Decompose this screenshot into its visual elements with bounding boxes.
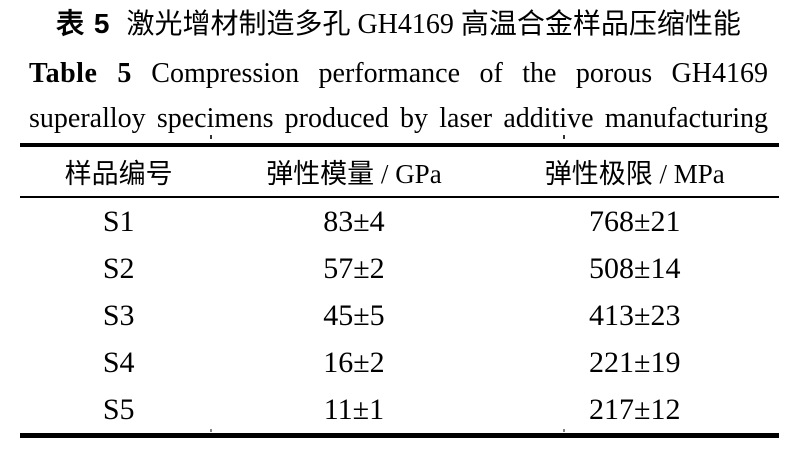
table-row: S4 16±2 221±19	[20, 339, 779, 386]
table-row: S5 11±1 217±12	[20, 386, 779, 436]
column-header-elastic-limit: 弹性极限 / MPa	[490, 145, 779, 198]
caption-en-label: Table 5	[29, 58, 132, 89]
table-row: S1 83±4 768±21	[20, 197, 779, 245]
caption-en-line1: Table 5 Compression performance of the p…	[29, 51, 768, 96]
cell-elastic-limit: 221±19	[589, 345, 681, 379]
scan-artifact-tick	[562, 429, 565, 432]
table-row: S2 57±2 508±14	[20, 245, 779, 292]
caption-en-line2-text: superalloy specimens produced by laser a…	[29, 103, 768, 134]
cell-elastic-modulus: 16±2	[323, 345, 385, 379]
cell-elastic-modulus: 83±4	[323, 204, 385, 238]
table-body: S1 83±4 768±21 S2 57±2 508±14 S3 45±5 41…	[20, 197, 779, 436]
scan-artifact-tick	[562, 135, 565, 139]
cell-sample-id: S5	[102, 392, 135, 426]
compression-performance-table: 样品编号 弹性模量 / GPa 弹性极限 / MPa S1 83±4 768±2…	[20, 143, 779, 438]
cell-elastic-modulus: 45±5	[323, 298, 385, 332]
caption-zh-text: 激光增材制造多孔 GH4169 高温合金样品压缩性能	[126, 9, 741, 40]
cell-elastic-modulus: 11±1	[323, 392, 385, 426]
table-caption-zh: 表 5 激光增材制造多孔 GH4169 高温合金样品压缩性能	[28, 7, 769, 42]
page: 表 5 激光增材制造多孔 GH4169 高温合金样品压缩性能 Table 5 Co…	[0, 7, 797, 463]
table-caption-en: Table 5 Compression performance of the p…	[29, 51, 768, 141]
column-header-elastic-modulus: 弹性模量 / GPa	[217, 145, 491, 198]
caption-en-line1-text: Compression performance of the porous GH…	[151, 58, 768, 89]
cell-elastic-limit: 508±14	[589, 251, 681, 285]
cell-sample-id: S1	[102, 204, 135, 238]
scan-artifact-tick	[209, 429, 212, 432]
cell-elastic-modulus: 57±2	[323, 251, 385, 285]
cell-elastic-limit: 413±23	[589, 298, 681, 332]
table-header-row: 样品编号 弹性模量 / GPa 弹性极限 / MPa	[20, 145, 779, 198]
caption-zh-label: 表 5	[56, 8, 111, 39]
table-header: 样品编号 弹性模量 / GPa 弹性极限 / MPa	[20, 145, 779, 198]
cell-sample-id: S3	[102, 298, 135, 332]
caption-en-line2: superalloy specimens produced by laser a…	[29, 96, 768, 141]
cell-elastic-limit: 768±21	[589, 204, 681, 238]
cell-sample-id: S4	[102, 345, 135, 379]
table-container: 样品编号 弹性模量 / GPa 弹性极限 / MPa S1 83±4 768±2…	[20, 135, 779, 438]
column-header-sample-id: 样品编号	[20, 145, 218, 198]
cell-sample-id: S2	[102, 251, 135, 285]
cell-elastic-limit: 217±12	[589, 392, 681, 426]
scan-artifact-tick	[209, 135, 212, 139]
table-row: S3 45±5 413±23	[20, 292, 779, 339]
